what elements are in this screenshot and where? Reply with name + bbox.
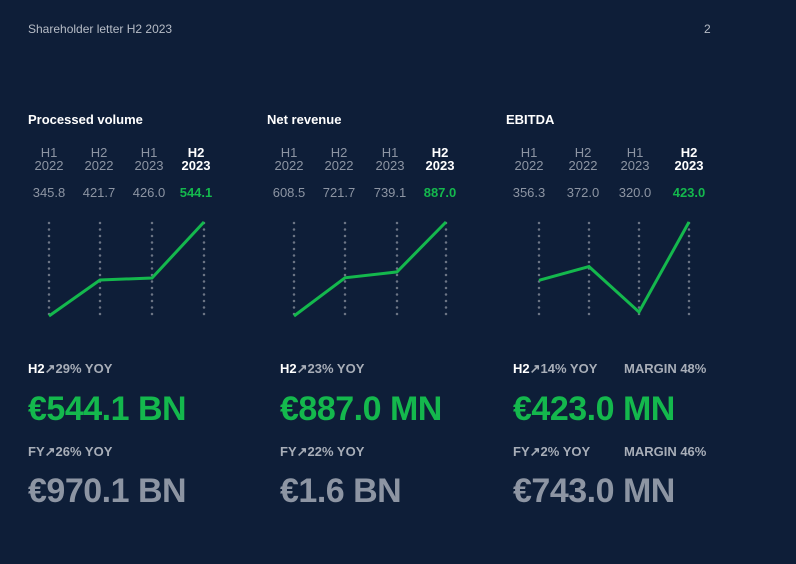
half-label: H1 (381, 145, 399, 160)
fy-label: FY (28, 444, 45, 459)
fy-value: €1.6 BN (280, 472, 402, 510)
fy-margin: MARGIN 46% (624, 444, 707, 459)
half-label: H1 (520, 145, 538, 160)
arrow-up-right-icon: ↗ (44, 444, 56, 459)
period-label: H1 2023 (365, 146, 415, 172)
period-value: 544.1 (179, 185, 213, 200)
half-label: H2 (187, 145, 205, 160)
period-label: H2 2023 (664, 146, 714, 172)
fy-value: €743.0 MN (513, 472, 675, 510)
trend-line (48, 220, 206, 318)
trend-chart (292, 220, 448, 321)
period-label: H2 2023 (171, 146, 221, 172)
arrow-up-right-icon: ↗ (44, 361, 56, 376)
h2-label: H2 (280, 361, 297, 376)
panel-title: EBITDA (506, 112, 555, 127)
fy-yoy: 26% YOY (55, 444, 113, 459)
period-value: 608.5 (272, 185, 306, 200)
fy-yoy-label: FY↗2% YOY (513, 444, 590, 460)
h2-label: H2 (28, 361, 45, 376)
period-value: 739.1 (373, 185, 407, 200)
period-value: 423.0 (672, 185, 706, 200)
h2-margin: MARGIN 48% (624, 361, 707, 376)
half-label: H2 (330, 145, 348, 160)
half-label: H1 (140, 145, 158, 160)
fy-yoy-label: FY↗22% YOY (280, 444, 364, 460)
h2-yoy-label: H2↗23% YOY (280, 361, 364, 377)
fy-label: FY (280, 444, 297, 459)
half-label: H1 (626, 145, 644, 160)
fy-yoy: 2% YOY (540, 444, 591, 459)
year-label: 2022 (34, 158, 64, 173)
half-label: H2 (90, 145, 108, 160)
period-label: H2 2023 (415, 146, 465, 172)
period-value: 356.3 (512, 185, 546, 200)
period-label: H1 2023 (124, 146, 174, 172)
year-label: 2023 (375, 158, 405, 173)
period-label: H2 2022 (558, 146, 608, 172)
period-value: 887.0 (423, 185, 457, 200)
half-label: H1 (280, 145, 298, 160)
year-label: 2023 (425, 158, 455, 173)
fy-yoy-label: FY↗26% YOY (28, 444, 112, 460)
year-label: 2022 (274, 158, 304, 173)
trend-chart (537, 221, 691, 321)
year-label: 2023 (620, 158, 650, 173)
year-label: 2022 (568, 158, 598, 173)
period-value: 421.7 (82, 185, 116, 200)
h2-value: €544.1 BN (28, 390, 187, 428)
period-value: 372.0 (566, 185, 600, 200)
half-label: H2 (431, 145, 449, 160)
half-label: H1 (40, 145, 58, 160)
fy-value: €970.1 BN (28, 472, 187, 510)
h2-value: €423.0 MN (513, 390, 675, 428)
arrow-up-right-icon: ↗ (529, 361, 541, 376)
page-number: 2 (704, 22, 711, 36)
h2-label: H2 (513, 361, 530, 376)
period-label: H2 2022 (314, 146, 364, 172)
h2-yoy-label: H2↗29% YOY (28, 361, 112, 377)
h2-yoy: 23% YOY (307, 361, 365, 376)
period-value: 345.8 (32, 185, 66, 200)
arrow-up-right-icon: ↗ (296, 361, 308, 376)
h2-value: €887.0 MN (280, 390, 442, 428)
h2-yoy-label: H2↗14% YOY (513, 361, 597, 377)
fy-yoy: 22% YOY (307, 444, 365, 459)
period-label: H2 2022 (74, 146, 124, 172)
period-label: H1 2022 (264, 146, 314, 172)
trend-line (538, 221, 691, 315)
period-label: H1 2022 (24, 146, 74, 172)
arrow-up-right-icon: ↗ (296, 444, 308, 459)
period-value: 426.0 (132, 185, 166, 200)
period-value: 320.0 (618, 185, 652, 200)
period-label: H1 2022 (504, 146, 554, 172)
half-label: H2 (574, 145, 592, 160)
h2-yoy: 14% YOY (540, 361, 598, 376)
year-label: 2023 (181, 158, 211, 173)
year-label: 2022 (324, 158, 354, 173)
h2-yoy: 29% YOY (55, 361, 113, 376)
arrow-up-right-icon: ↗ (529, 444, 541, 459)
year-label: 2022 (514, 158, 544, 173)
year-label: 2023 (674, 158, 704, 173)
panel-title: Net revenue (267, 112, 342, 127)
document-title: Shareholder letter H2 2023 (28, 22, 173, 36)
period-label: H1 2023 (610, 146, 660, 172)
year-label: 2022 (84, 158, 114, 173)
period-value: 721.7 (322, 185, 356, 200)
trend-line (293, 220, 448, 318)
year-label: 2023 (134, 158, 164, 173)
panel-title: Processed volume (28, 112, 143, 127)
fy-label: FY (513, 444, 530, 459)
half-label: H2 (680, 145, 698, 160)
trend-chart (47, 220, 206, 321)
